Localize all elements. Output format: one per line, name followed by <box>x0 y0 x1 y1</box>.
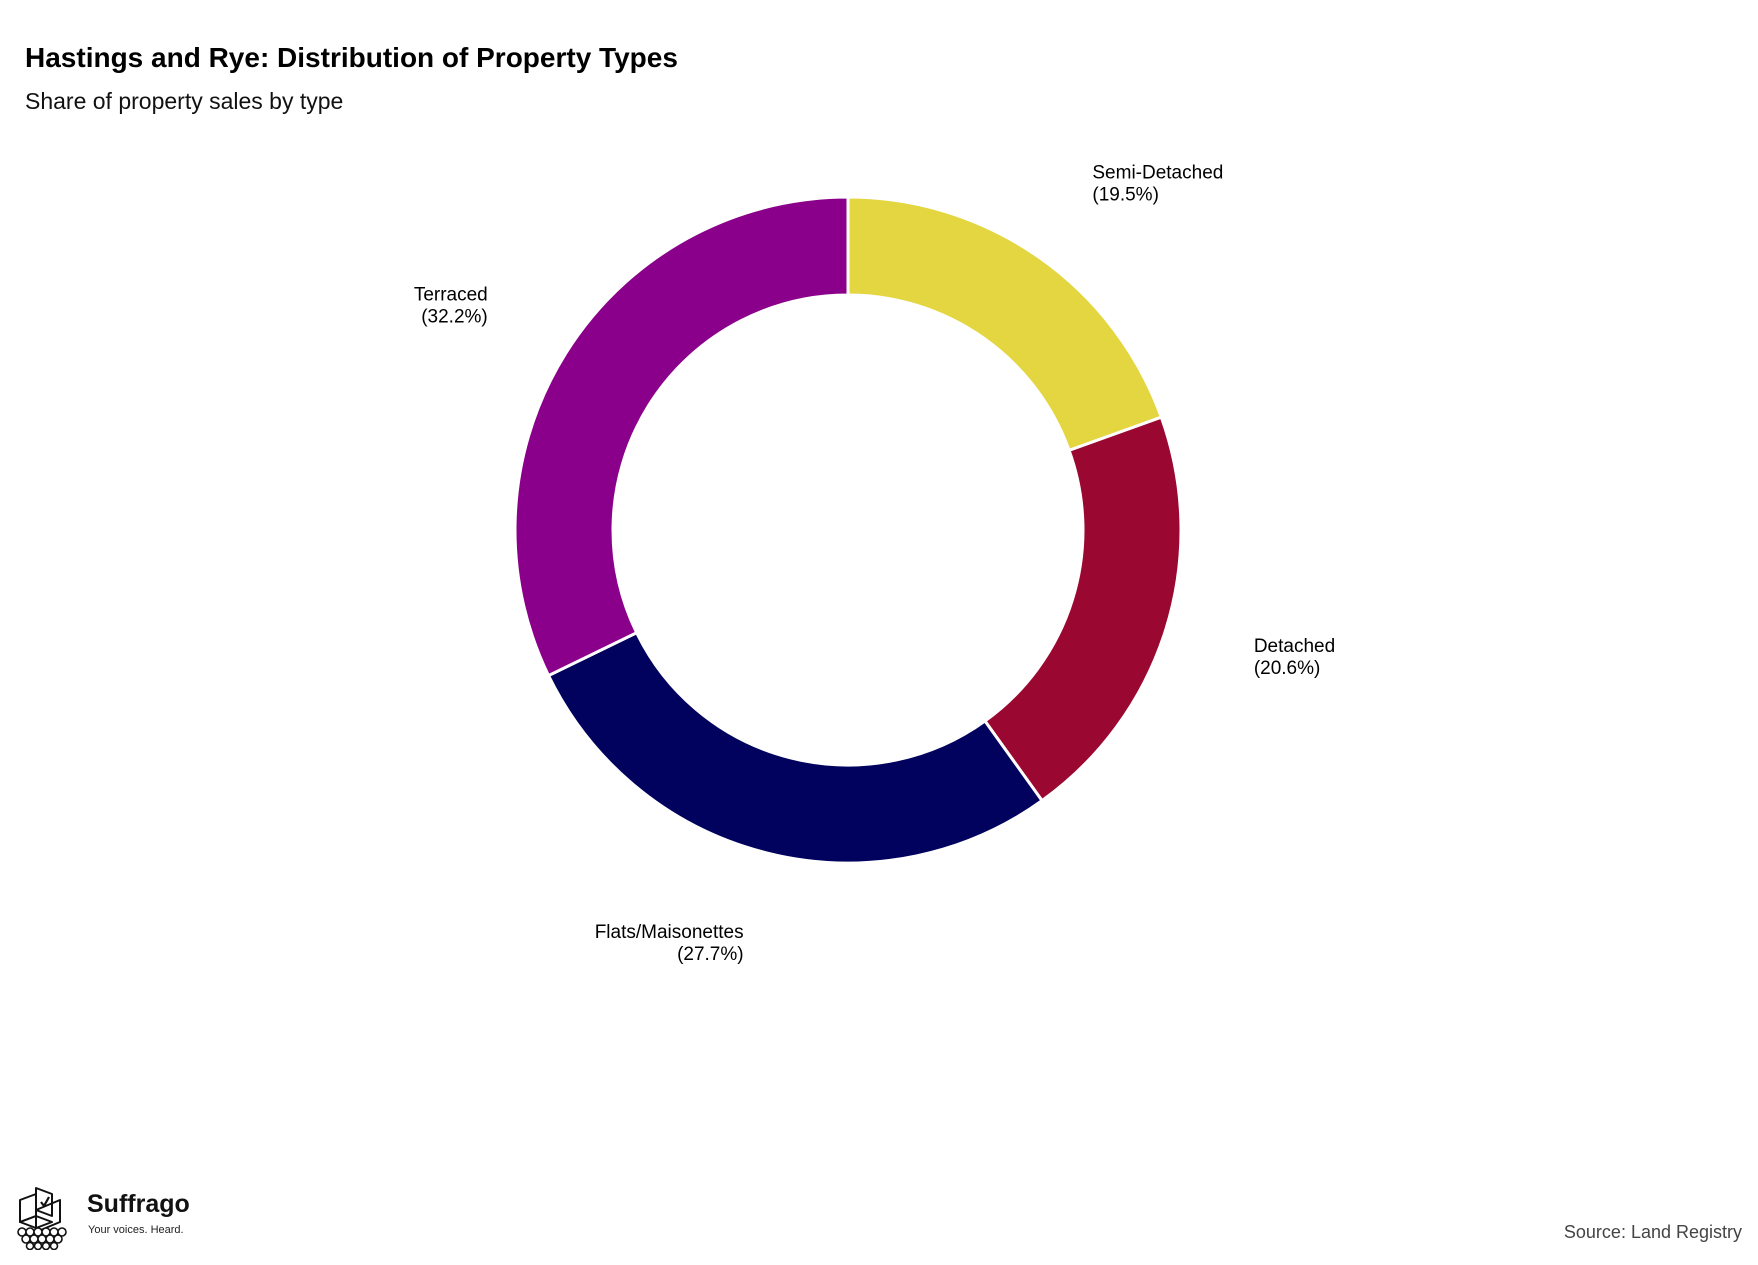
source-note: Source: Land Registry <box>1563 1222 1742 1242</box>
slice-name: Flats/Maisonettes <box>595 922 744 943</box>
chart-subtitle: Share of property sales by type <box>25 88 344 114</box>
slice-terraced <box>513 195 850 678</box>
slice-percent: (27.7%) <box>677 944 744 965</box>
brand-tagline: Your voices. Heard. <box>88 1224 184 1236</box>
slice-name: Terraced <box>414 285 488 306</box>
slice-percent: (20.6%) <box>1254 658 1321 679</box>
ballot-box-icon <box>17 1187 67 1250</box>
chart-title: Hastings and Rye: Distribution of Proper… <box>25 42 678 73</box>
slice-label-semi-detached: Semi-Detached (19.5%) <box>1092 162 1223 205</box>
slice-flats-maisonettes <box>546 630 1045 865</box>
slice-percent: (19.5%) <box>1092 184 1159 205</box>
slice-name: Detached <box>1254 636 1335 657</box>
slice-semi-detached <box>846 195 1164 453</box>
slice-label-detached: Detached (20.6%) <box>1254 636 1335 679</box>
slice-label-flats-maisonettes: Flats/Maisonettes (27.7%) <box>595 922 744 965</box>
slice-label-terraced: Terraced (32.2%) <box>414 285 488 328</box>
slice-name: Semi-Detached <box>1092 162 1223 183</box>
slice-percent: (32.2%) <box>421 307 488 328</box>
brand-logo: Suffrago Your voices. Heard. <box>14 1186 214 1250</box>
slice-detached <box>982 415 1183 803</box>
brand-name: Suffrago <box>87 1190 190 1218</box>
